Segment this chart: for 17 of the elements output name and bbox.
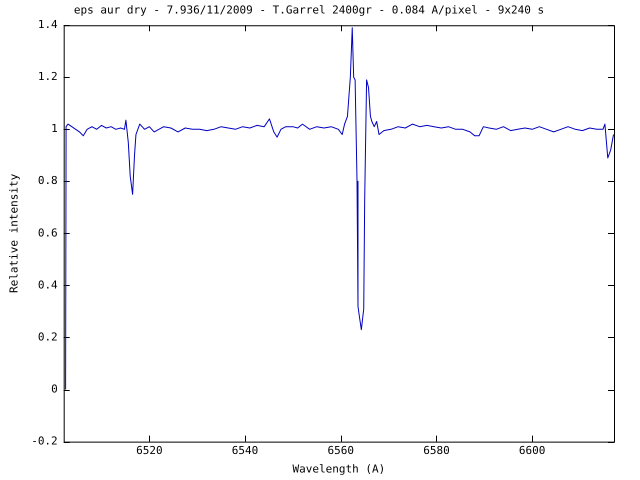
y-tick-label: 0.2 [38,330,58,344]
x-tick-label: 6520 [136,444,163,458]
y-tick-label: -0.2 [31,434,58,448]
y-tick-label: 0 [51,382,58,396]
y-tick-label: 1.2 [38,70,58,84]
y-tick-label: 1.4 [38,18,58,32]
x-tick-label: 6560 [328,444,354,458]
x-axis-title: Wavelength (A) [292,462,386,476]
y-tick-label: 1 [51,122,58,136]
y-tick-label: 0.8 [38,174,58,188]
x-tick-label: 6600 [518,444,546,458]
y-tick-label: 0.6 [38,226,58,240]
chart-title: eps aur dry - 7.936/11/2009 - T.Garrel 2400gr - 0.084 A/pixel - 9x240 s [74,3,544,16]
y-axis-title: Relative intensity [7,173,20,294]
y-tick-label: 0.4 [38,278,58,292]
x-tick-label: 6580 [423,444,450,458]
x-tick-label: 6540 [232,444,258,458]
